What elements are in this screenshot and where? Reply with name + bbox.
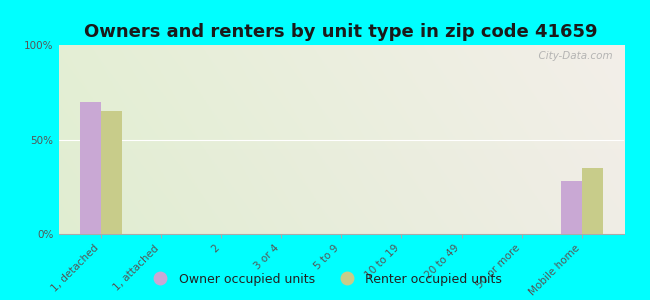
Bar <box>101 111 122 234</box>
Text: City-Data.com: City-Data.com <box>532 51 613 61</box>
Bar <box>582 168 603 234</box>
Bar <box>79 102 101 234</box>
Title: Owners and renters by unit type in zip code 41659: Owners and renters by unit type in zip c… <box>84 23 598 41</box>
Bar <box>561 181 582 234</box>
Legend: Owner occupied units, Renter occupied units: Owner occupied units, Renter occupied un… <box>143 268 507 291</box>
